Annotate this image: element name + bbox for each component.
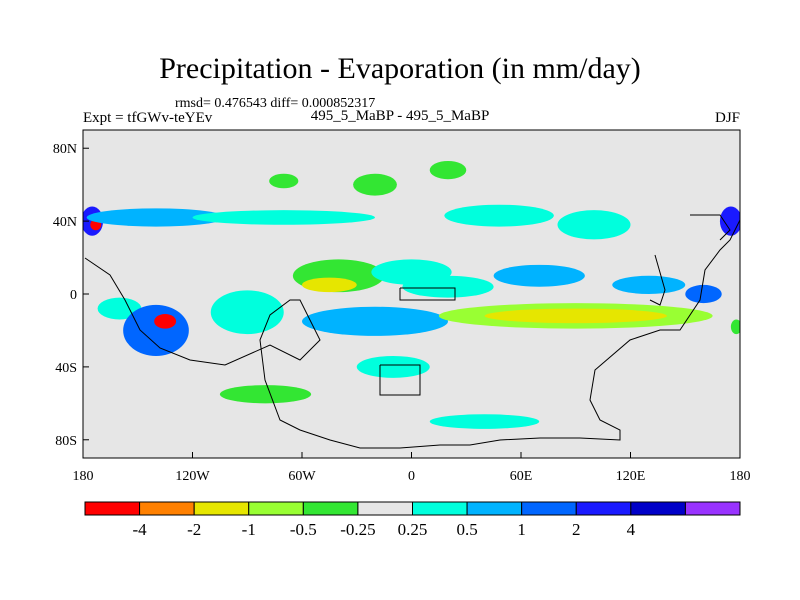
colorbar-label: -2 bbox=[187, 520, 201, 539]
y-tick-label: 40N bbox=[53, 215, 77, 230]
field-region bbox=[269, 173, 299, 189]
x-tick-label: 0 bbox=[408, 469, 415, 484]
x-tick-label: 120E bbox=[616, 469, 646, 484]
colorbar-label: 2 bbox=[572, 520, 581, 539]
colorbar: -4 -2 -1 -0.5 -0.25 0.25 0.5 1 2 4 bbox=[84, 501, 741, 539]
x-tick-label: 180 bbox=[73, 469, 94, 484]
field-region bbox=[444, 204, 554, 227]
field-region bbox=[493, 264, 585, 287]
colorbar-box bbox=[248, 501, 304, 516]
coastline-path-asia bbox=[690, 214, 731, 241]
field-region bbox=[730, 319, 740, 335]
colorbar-label: 4 bbox=[627, 520, 636, 539]
stats-label: rmsd= 0.476543 diff= 0.000852317 bbox=[175, 96, 376, 111]
colorbar-label: -1 bbox=[242, 520, 256, 539]
field-regions bbox=[83, 160, 740, 429]
colorbar-box bbox=[684, 501, 741, 516]
season-label: DJF bbox=[714, 110, 740, 126]
x-tick-label: 120W bbox=[175, 469, 210, 484]
coastline-path bbox=[84, 219, 740, 449]
y-ticks: 80N 40N 0 40S 80S bbox=[53, 142, 89, 449]
field-region bbox=[302, 306, 448, 336]
field-region bbox=[154, 314, 177, 329]
field-region bbox=[356, 355, 430, 378]
y-tick-label: 80N bbox=[53, 142, 77, 157]
field-region bbox=[219, 385, 312, 404]
colorbar-box bbox=[139, 501, 195, 516]
colorbar-box bbox=[302, 501, 359, 516]
colorbar-label: 1 bbox=[517, 520, 526, 539]
colorbar-box bbox=[630, 501, 686, 516]
colorbar-label: -0.25 bbox=[340, 520, 375, 539]
coastline-path-equatorial bbox=[399, 287, 456, 301]
field-region bbox=[192, 210, 375, 225]
field-region bbox=[685, 284, 722, 304]
field-region bbox=[612, 275, 686, 294]
field-region bbox=[557, 210, 631, 240]
colorbar-box bbox=[575, 501, 632, 516]
field-region bbox=[429, 160, 467, 180]
colorbar-label: 0.5 bbox=[456, 520, 477, 539]
comparison-label: 495_5_MaBP - 495_5_MaBP bbox=[310, 108, 490, 124]
field-region bbox=[402, 275, 494, 298]
x-ticks: 180 120W 60W 0 60E 120E 180 bbox=[73, 452, 751, 484]
experiment-label: Expt = tfGWv-teYEv bbox=[83, 110, 213, 126]
colorbar-box bbox=[357, 501, 413, 516]
field-region bbox=[429, 414, 540, 429]
colorbar-box bbox=[412, 501, 468, 516]
coastline-path-australia bbox=[649, 254, 666, 306]
coastline-path-antarctic bbox=[379, 364, 421, 396]
plot-background bbox=[83, 130, 740, 458]
field-region bbox=[353, 173, 397, 196]
field-region bbox=[719, 206, 740, 236]
chart-title: Precipitation - Evaporation (in mm/day) bbox=[159, 52, 641, 85]
y-tick-label: 80S bbox=[55, 434, 77, 449]
colorbar-box bbox=[193, 501, 250, 516]
colorbar-label: -4 bbox=[132, 520, 147, 539]
field-region bbox=[123, 304, 189, 356]
colorbar-box bbox=[466, 501, 523, 516]
field-region bbox=[302, 277, 357, 293]
field-region bbox=[97, 297, 142, 320]
y-tick-label: 0 bbox=[70, 288, 77, 303]
x-tick-label: 60E bbox=[510, 469, 533, 484]
y-tick-label: 40S bbox=[55, 361, 77, 376]
field-region bbox=[484, 308, 667, 324]
colorbar-box bbox=[521, 501, 577, 516]
x-tick-label: 180 bbox=[730, 469, 751, 484]
field-region bbox=[210, 290, 284, 335]
field-region bbox=[86, 208, 226, 227]
x-tick-label: 60W bbox=[288, 469, 316, 484]
colorbar-label: -0.5 bbox=[290, 520, 317, 539]
colorbar-label: 0.25 bbox=[398, 520, 428, 539]
coastlines bbox=[84, 214, 740, 449]
colorbar-box bbox=[84, 501, 141, 516]
